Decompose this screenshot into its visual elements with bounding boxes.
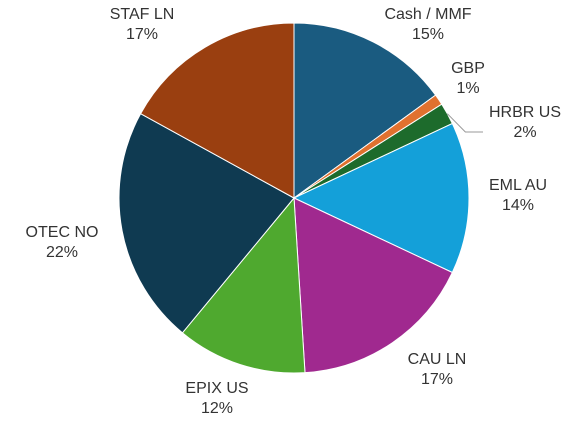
slice-value-label: 17%: [421, 371, 453, 388]
slice-label: EML AU: [489, 177, 547, 194]
pie-slice: [118, 113, 295, 334]
slice-label: Cash / MMF: [384, 6, 471, 23]
pie-slice: [292, 122, 470, 274]
slice-value-label: 2%: [513, 124, 536, 141]
slice-label: STAF LN: [110, 6, 175, 23]
slice-label: GBP: [451, 60, 485, 77]
slice-value-label: 22%: [46, 244, 78, 261]
slice-value-label: 15%: [412, 26, 444, 43]
leader-line: [446, 113, 483, 133]
pie-slice: [181, 196, 306, 374]
slice-label: CAU LN: [408, 351, 467, 368]
pie-slice: [293, 22, 437, 199]
slice-label: EPIX US: [185, 380, 248, 397]
slice-value-label: 12%: [201, 400, 233, 417]
slice-value-label: 1%: [456, 80, 479, 97]
slice-value-label: 17%: [126, 26, 158, 43]
pie-slice: [139, 22, 295, 199]
slice-label: HRBR US: [489, 104, 561, 121]
pie-slice: [293, 197, 454, 374]
slice-value-label: 14%: [502, 197, 534, 214]
slice-label: OTEC NO: [26, 224, 99, 241]
